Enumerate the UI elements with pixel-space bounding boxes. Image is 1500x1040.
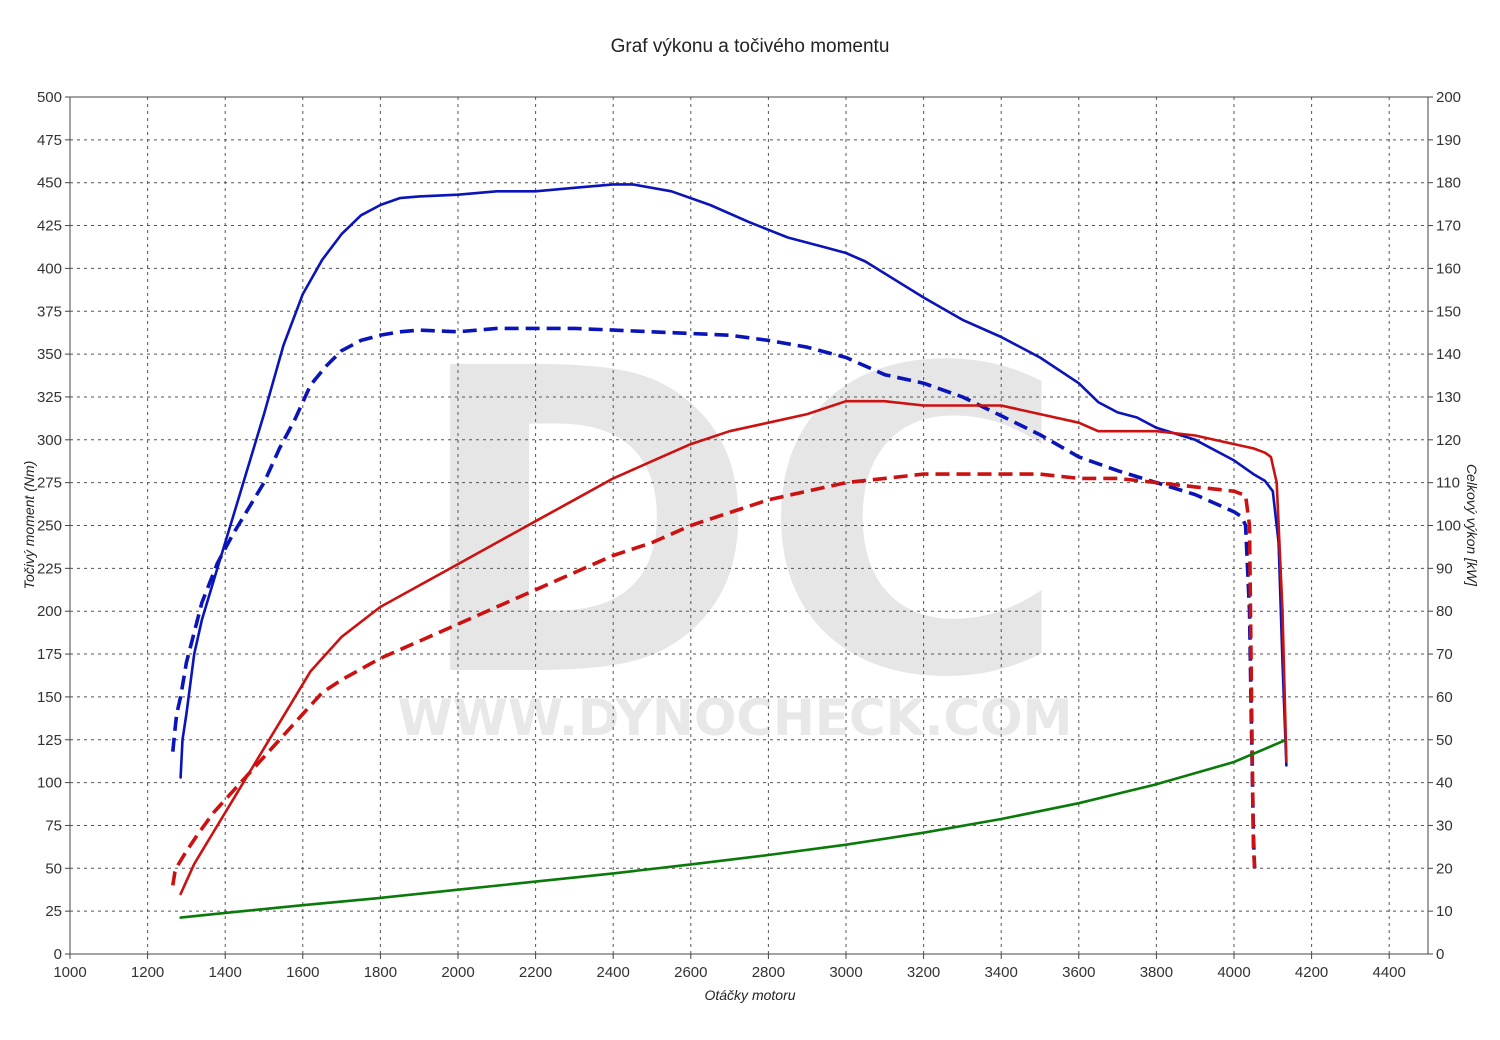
x-tick-label: 2400 [597,964,630,981]
torque-series-stock [171,326,1257,869]
x-tick-label: 4000 [1217,964,1250,981]
y-left-tick-label: 350 [37,346,62,363]
y-left-tick-label: 275 [37,475,62,492]
series-group [171,183,1288,919]
x-tick-label: 1800 [364,964,397,981]
y-right-tick-label: 40 [1436,775,1453,792]
y-right-tick-label: 10 [1436,903,1453,920]
y-right-tick-label: 90 [1436,560,1453,577]
y-left-tick-label: 50 [45,860,62,877]
x-tick-label: 3200 [907,964,940,981]
y-right-tick-label: 0 [1436,946,1444,963]
watermark-url: WWW.DYNOCHECK.COM [398,689,1073,747]
chart-title: Graf výkonu a točivého momentu [611,36,890,57]
power-series-stock [171,472,1257,886]
y-right-tick-label: 110 [1436,475,1460,492]
y-left-tick-label: 400 [37,260,62,277]
power-series-tuned [179,399,1288,896]
y-right-tick-label: 140 [1436,346,1461,363]
x-tick-label: 1200 [131,964,164,981]
x-tick-label: 4200 [1295,964,1328,981]
y-left-tick-label: 75 [45,817,62,834]
y-left-tick-label: 150 [37,689,62,706]
y-right-tick-label: 60 [1436,689,1453,706]
watermark-letters: DC [412,281,1069,770]
y-right-tick-label: 190 [1436,132,1461,149]
y-right-tick-label: 120 [1436,432,1461,449]
y-left-tick-label: 250 [37,518,62,535]
y-left-tick-label: 475 [37,132,62,149]
y-right-tick-label: 20 [1436,860,1453,877]
watermark: DC WWW.DYNOCHECK.COM [398,281,1073,770]
y-left-tick-label: 425 [37,218,62,235]
y-right-tick-label: 180 [1436,175,1461,192]
x-tick-label: 1600 [286,964,319,981]
x-tick-label: 4400 [1373,964,1406,981]
x-tick-label: 3400 [985,964,1018,981]
y-axis-right-label: Celkový výkon [kW] [1464,464,1480,587]
y-left-tick-label: 325 [37,389,62,406]
x-tick-label: 3000 [829,964,862,981]
x-tick-label: 2200 [519,964,552,981]
x-tick-label: 1000 [53,964,86,981]
y-left-tick-label: 200 [37,603,62,620]
y-right-tick-label: 200 [1436,89,1461,106]
y-right-tick-label: 100 [1436,518,1461,535]
y-right-tick-label: 80 [1436,603,1453,620]
y-right-tick-label: 170 [1436,218,1461,235]
y-left-tick-label: 25 [45,903,62,920]
x-tick-label: 2000 [441,964,474,981]
x-tick-label: 1400 [209,964,242,981]
y-right-tick-label: 30 [1436,817,1453,834]
y-right-tick-label: 130 [1436,389,1461,406]
y-left-tick-label: 225 [37,560,62,577]
y-left-tick-label: 100 [37,775,62,792]
x-tick-label: 2800 [752,964,785,981]
y-left-tick-label: 500 [37,89,62,106]
y-left-tick-label: 450 [37,175,62,192]
torque-series-tuned [179,183,1288,779]
y-left-tick-label: 0 [54,946,62,963]
y-right-tick-label: 70 [1436,646,1453,663]
y-left-tick-label: 375 [37,303,62,320]
y-axis-left-label: Točivý moment (Nm) [21,461,37,590]
x-axis-label: Otáčky motoru [704,987,795,1003]
y-right-tick-label: 160 [1436,260,1461,277]
y-right-tick-label: 150 [1436,303,1461,320]
ticks: 1000 1200 1400 1600 1800 2000 2200 2400 2600 2800… [37,89,1461,981]
x-tick-label: 3600 [1062,964,1095,981]
y-left-tick-label: 175 [37,646,62,663]
y-left-tick-label: 125 [37,732,62,749]
y-left-tick-label: 300 [37,432,62,449]
y-right-tick-label: 50 [1436,732,1453,749]
x-tick-label: 3800 [1140,964,1173,981]
x-tick-label: 2600 [674,964,707,981]
green-series [179,739,1286,919]
